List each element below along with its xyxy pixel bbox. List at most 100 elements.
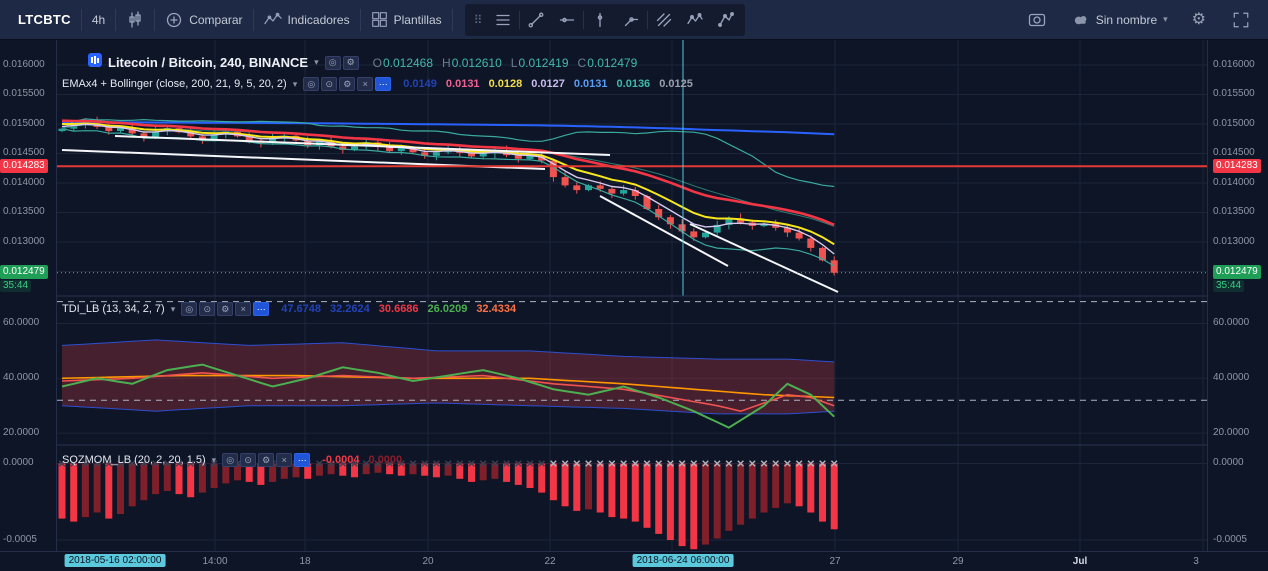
horizontal-line-tool-icon[interactable] bbox=[552, 8, 582, 32]
momentum-bar bbox=[58, 463, 66, 519]
layout-name-label: Sin nombre bbox=[1095, 12, 1158, 27]
squeeze-marker bbox=[479, 460, 487, 467]
momentum-bar bbox=[631, 463, 639, 522]
snapshot-icon[interactable] bbox=[1017, 0, 1057, 40]
eye-icon[interactable]: ◎ bbox=[324, 55, 341, 70]
layout-name-button[interactable]: Sin nombre ▾ bbox=[1063, 0, 1176, 40]
squeeze-marker bbox=[70, 460, 77, 467]
candle-body bbox=[795, 232, 803, 239]
momentum-bar bbox=[409, 463, 417, 475]
scale-label: 0.013500 bbox=[3, 206, 45, 217]
squeeze-marker bbox=[573, 460, 581, 467]
scale-label: 20.0000 bbox=[1213, 427, 1250, 438]
settings-icon[interactable]: ⚙ bbox=[342, 55, 359, 70]
symbol-button[interactable]: LTCBTC bbox=[8, 0, 81, 40]
squeeze-marker bbox=[409, 460, 417, 467]
study-title-ema-bollinger[interactable]: EMAx4 + Bollinger (close, 200, 21, 9, 5,… bbox=[62, 78, 287, 90]
indicator-value: 0.0125 bbox=[659, 78, 693, 90]
scale-label: 0.015000 bbox=[3, 118, 45, 129]
momentum-bar bbox=[468, 463, 475, 482]
templates-label: Plantillas bbox=[393, 12, 442, 27]
chart-title[interactable]: Litecoin / Bitcoin, 240, BINANCE bbox=[108, 55, 309, 70]
vertical-line-tool-icon[interactable] bbox=[585, 8, 615, 32]
candle-body bbox=[725, 218, 733, 225]
candle-body bbox=[819, 247, 826, 261]
loupe-icon[interactable]: ⊙ bbox=[240, 453, 257, 467]
time-label: 18 bbox=[299, 556, 311, 567]
loupe-icon[interactable]: ⊙ bbox=[199, 302, 216, 316]
more-icon[interactable]: ⋯ bbox=[294, 453, 311, 467]
fullscreen-icon[interactable] bbox=[1222, 0, 1260, 40]
momentum-bar bbox=[479, 463, 487, 481]
bollinger-upper-line bbox=[61, 118, 835, 188]
more-icon[interactable]: ⋯ bbox=[375, 77, 392, 91]
chart-canvas[interactable] bbox=[57, 40, 1207, 551]
chevron-down-icon: ▾ bbox=[314, 57, 319, 67]
eye-icon[interactable]: ◎ bbox=[303, 77, 320, 91]
delete-icon[interactable]: × bbox=[235, 302, 252, 316]
indicator-value: 47.6748 bbox=[281, 303, 322, 315]
drag-handle-icon[interactable]: ⠿ bbox=[473, 12, 483, 27]
parallel-lines-tool-icon[interactable] bbox=[488, 8, 518, 32]
study-title-tdi[interactable]: TDI_LB (13, 34, 2, 7) bbox=[62, 303, 165, 315]
momentum-bar bbox=[526, 463, 534, 488]
squeeze-marker bbox=[362, 460, 370, 467]
indicators-button[interactable]: Indicadores bbox=[254, 0, 360, 40]
delete-icon[interactable]: × bbox=[357, 77, 374, 91]
squeeze-marker bbox=[725, 460, 733, 467]
drawing-tools-panel: ⠿ bbox=[464, 3, 746, 36]
wave-tool-icon[interactable] bbox=[680, 8, 710, 32]
study-title-sqzmom[interactable]: SQZMOM_LB (20, 2, 20, 1.5) bbox=[62, 454, 206, 466]
angle-line-tool-icon[interactable] bbox=[616, 8, 646, 32]
candle-body bbox=[643, 196, 651, 209]
trend-line-tool-icon[interactable] bbox=[521, 8, 551, 32]
squeeze-marker bbox=[128, 460, 136, 467]
chevron-down-icon: ▾ bbox=[170, 303, 176, 314]
candle-body bbox=[573, 185, 581, 191]
chevron-down-icon: ▾ bbox=[292, 78, 298, 89]
scale-label: -0.0005 bbox=[3, 534, 37, 545]
loupe-icon[interactable]: ⊙ bbox=[321, 77, 338, 91]
candle-body bbox=[128, 128, 136, 134]
squeeze-marker bbox=[199, 460, 206, 467]
candle-body bbox=[549, 160, 557, 178]
candle-body bbox=[737, 218, 745, 223]
compare-icon bbox=[167, 12, 182, 27]
polyline-tool-icon[interactable] bbox=[711, 8, 741, 32]
chart-legend: Litecoin / Bitcoin, 240, BINANCE ▾ ◎ ⚙ O0… bbox=[62, 53, 693, 91]
settings-icon[interactable]: ⚙ bbox=[258, 453, 275, 467]
tools-separator bbox=[519, 10, 521, 29]
scale-label: 0.014500 bbox=[1213, 147, 1255, 158]
right-price-scale[interactable]: 0.016000 0.015500 0.015000 0.014500 0.014283… bbox=[1207, 40, 1268, 551]
indicator-value: 0.0136 bbox=[616, 78, 651, 90]
squeeze-marker bbox=[667, 460, 674, 467]
compare-button[interactable]: Comparar bbox=[155, 0, 252, 40]
more-icon[interactable]: ⋯ bbox=[253, 302, 270, 316]
eye-icon[interactable]: ◎ bbox=[181, 302, 198, 316]
squeeze-marker bbox=[140, 460, 148, 467]
alert-price-label: 0.014283 bbox=[1213, 159, 1261, 173]
interval-button[interactable]: 4h bbox=[82, 0, 115, 40]
date-marker-badge: 2018-06-24 06:00:00 bbox=[632, 554, 734, 567]
squeeze-marker bbox=[550, 460, 557, 467]
time-axis[interactable]: 2018-05-16 02:00:00 14:00 18 20 22 2018-06-24… bbox=[0, 551, 1268, 571]
delete-icon[interactable]: × bbox=[276, 453, 293, 467]
squeeze-marker bbox=[164, 460, 171, 467]
toolbar-separator bbox=[451, 8, 453, 31]
candle-body bbox=[58, 128, 66, 132]
left-price-scale[interactable]: 0.016000 0.015500 0.015000 0.014500 0.014283… bbox=[0, 40, 57, 551]
momentum-bar bbox=[713, 463, 721, 539]
chart-style-icon[interactable] bbox=[116, 0, 154, 40]
eye-icon[interactable]: ◎ bbox=[222, 453, 239, 467]
pitchfork-tool-icon[interactable] bbox=[649, 8, 679, 32]
momentum-bar bbox=[152, 463, 160, 495]
tdi-pane bbox=[57, 301, 1207, 434]
settings-icon[interactable]: ⚙ bbox=[217, 302, 234, 316]
candle-body bbox=[585, 185, 592, 191]
templates-button[interactable]: Plantillas bbox=[361, 0, 452, 40]
momentum-bar bbox=[725, 463, 733, 531]
tdi-pane-header: TDI_LB (13, 34, 2, 7) ▾ ◎ ⊙ ⚙ × ⋯ 47.6748 32.… bbox=[62, 302, 516, 316]
scale-label: 0.013000 bbox=[1213, 236, 1255, 247]
settings-gear-icon[interactable]: ⚙ bbox=[1182, 0, 1216, 40]
settings-icon[interactable]: ⚙ bbox=[339, 77, 356, 91]
